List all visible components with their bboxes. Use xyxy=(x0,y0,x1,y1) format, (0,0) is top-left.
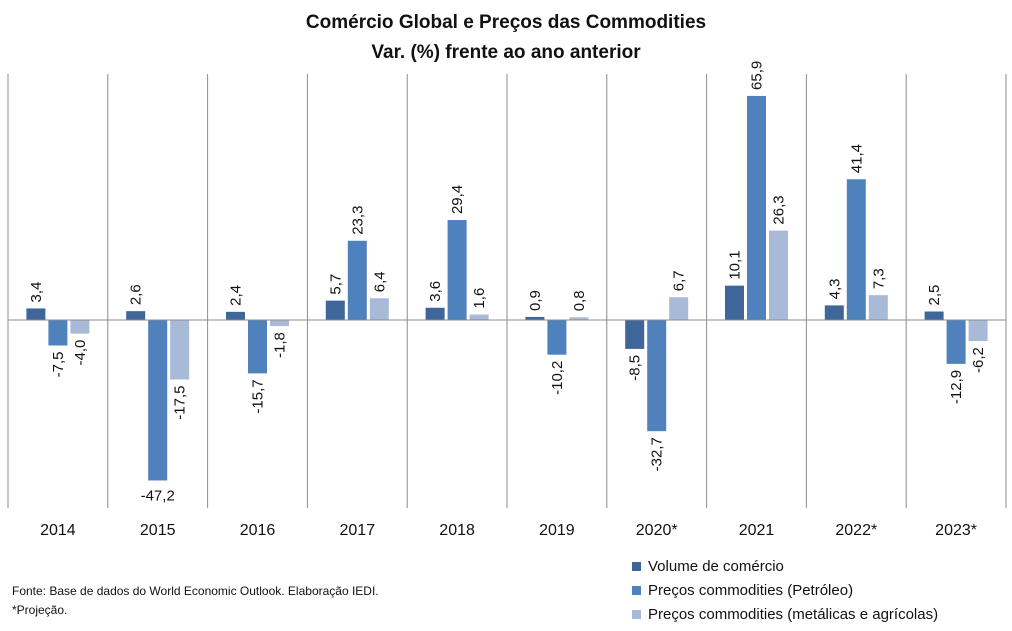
data-label: -32,7 xyxy=(649,437,666,471)
bar xyxy=(26,308,46,320)
legend-label: Preços commodities (Petróleo) xyxy=(648,581,854,599)
x-tick-label: 2018 xyxy=(439,522,475,539)
bar xyxy=(924,311,944,320)
data-label: -15,7 xyxy=(250,379,267,413)
x-tick-label: 2021 xyxy=(739,522,775,539)
data-label: 6,4 xyxy=(371,271,388,292)
chart-subtitle: Var. (%) frente ao ano anterior xyxy=(371,42,641,63)
bar xyxy=(347,240,367,320)
data-label: 1,6 xyxy=(471,288,488,309)
bar xyxy=(48,320,68,346)
bar xyxy=(547,320,567,355)
legend-item: Preços commodities (metálicas e agrícola… xyxy=(632,602,938,626)
data-label: -17,5 xyxy=(172,386,189,420)
data-label: 41,4 xyxy=(848,144,865,173)
data-label: 10,1 xyxy=(727,250,744,279)
legend-swatch xyxy=(632,609,641,619)
data-label: 4,3 xyxy=(826,279,843,300)
data-label: 3,6 xyxy=(427,281,444,302)
data-label: 7,3 xyxy=(870,268,887,289)
chart-title: Comércio Global e Preços das Commodities xyxy=(305,12,707,33)
bar xyxy=(525,316,545,320)
x-tick-label: 2019 xyxy=(539,522,575,539)
data-label: 23,3 xyxy=(349,206,366,235)
x-tick-label: 2022* xyxy=(835,522,877,539)
data-label: 2,6 xyxy=(128,284,145,305)
bar xyxy=(369,298,389,320)
data-label: -8,5 xyxy=(627,355,644,381)
bar xyxy=(747,95,766,320)
x-tick-label: 2015 xyxy=(140,522,176,539)
data-label: -4,0 xyxy=(72,340,89,366)
bar xyxy=(248,320,267,374)
legend-label: Volume de comércio xyxy=(648,557,784,575)
data-label: 3,4 xyxy=(28,282,45,303)
projection-note: *Projeção. xyxy=(12,603,68,617)
source-note: Fonte: Base de dados do World Economic O… xyxy=(12,584,379,598)
bar xyxy=(946,320,966,364)
bar xyxy=(226,311,245,320)
footnotes: Fonte: Base de dados do World Economic O… xyxy=(12,582,379,620)
data-label: -12,9 xyxy=(948,370,965,404)
bar xyxy=(868,295,888,320)
bar xyxy=(647,320,667,432)
data-label: 2,4 xyxy=(228,285,245,306)
bar xyxy=(469,314,489,320)
bar xyxy=(569,317,589,320)
bar xyxy=(425,307,445,320)
bar xyxy=(447,220,467,320)
data-label: 0,9 xyxy=(527,290,544,311)
data-label: -10,2 xyxy=(549,361,566,395)
data-label: 65,9 xyxy=(749,61,766,90)
data-label: -1,8 xyxy=(272,332,289,358)
data-label: 2,5 xyxy=(926,285,943,306)
legend-item: Volume de comércio xyxy=(632,554,938,578)
bar xyxy=(625,320,645,349)
x-tick-label: 2020* xyxy=(636,522,678,539)
x-tick-label: 2023* xyxy=(935,522,977,539)
bar xyxy=(70,320,90,334)
legend: Volume de comércio Preços commodities (P… xyxy=(632,554,938,626)
data-label: 29,4 xyxy=(449,185,466,214)
bar xyxy=(769,230,788,320)
x-tick-label: 2016 xyxy=(240,522,276,539)
bar xyxy=(170,320,190,380)
legend-swatch xyxy=(632,561,641,571)
bar xyxy=(725,285,744,320)
data-label: -47,2 xyxy=(141,487,175,504)
x-tick-label: 2017 xyxy=(340,522,376,539)
bar xyxy=(669,297,689,320)
data-label: -6,2 xyxy=(970,347,987,373)
bar xyxy=(325,300,345,320)
bar xyxy=(126,311,146,320)
legend-swatch xyxy=(632,585,641,595)
bar xyxy=(846,179,866,320)
data-label: 26,3 xyxy=(771,195,788,224)
bar xyxy=(270,320,289,327)
bar xyxy=(824,305,844,320)
legend-label: Preços commodities (metálicas e agrícola… xyxy=(648,605,939,623)
x-tick-label: 2014 xyxy=(40,522,76,539)
data-label: 0,8 xyxy=(571,290,588,311)
bar xyxy=(148,320,168,481)
data-label: -7,5 xyxy=(50,352,67,378)
data-label: 6,7 xyxy=(671,270,688,291)
bar xyxy=(968,320,988,342)
legend-item: Preços commodities (Petróleo) xyxy=(632,578,938,602)
data-label: 5,7 xyxy=(327,274,344,295)
